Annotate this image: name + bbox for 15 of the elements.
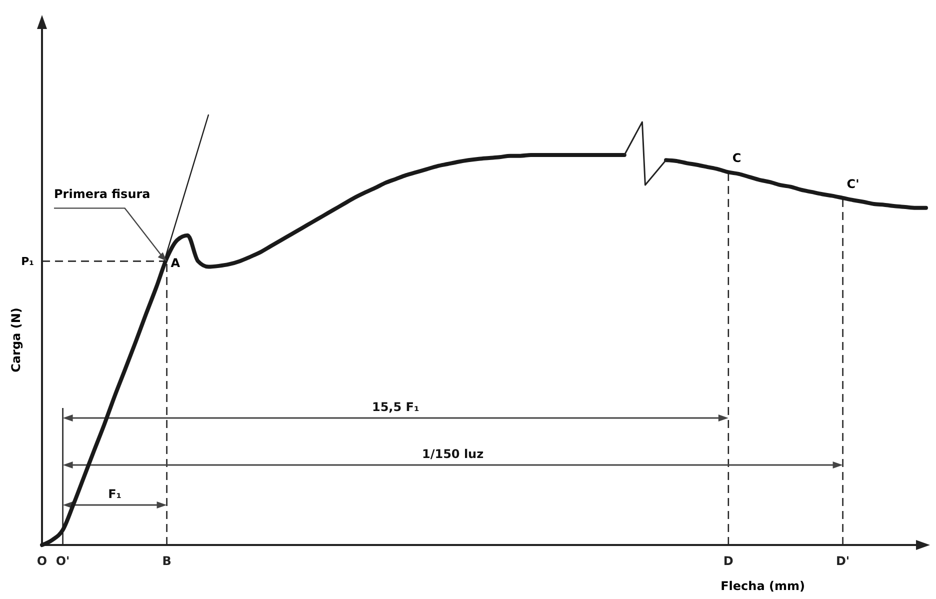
ref-line-label: P₁ (21, 255, 34, 268)
annotation: 15,5 F₁ (372, 400, 420, 414)
x-tick-label: D' (836, 554, 850, 568)
x-tick-label: O (36, 554, 48, 568)
x-axis-title: Flecha (mm) (720, 579, 805, 593)
annotation: F₁ (108, 487, 122, 501)
annotation: A (170, 256, 181, 270)
annotation: C' (846, 176, 860, 191)
x-tick-label: O' (56, 554, 70, 568)
annotation: C (732, 151, 742, 166)
annotation: 1/150 luz (422, 447, 484, 461)
x-tick-label: D (723, 554, 734, 568)
x-tick-label: B (162, 554, 172, 568)
y-axis-title: Carga (N) (9, 308, 23, 372)
annotation: Primera fisura (54, 187, 150, 202)
